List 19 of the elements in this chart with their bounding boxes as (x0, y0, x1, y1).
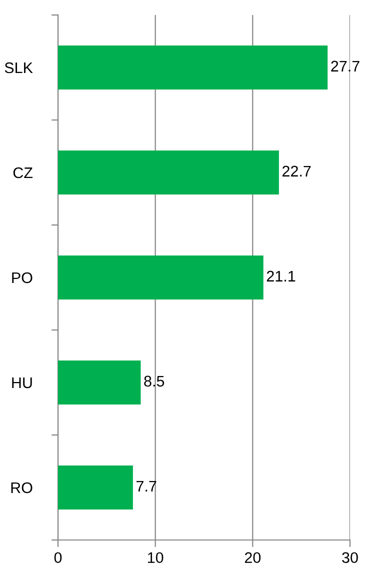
y-tick-label: HU (12, 378, 32, 388)
x-tick-label: 30 (342, 552, 358, 564)
x-tick-label: 0 (54, 552, 62, 564)
bar (58, 150, 279, 195)
x-tick-label: 10 (148, 552, 164, 564)
bar (58, 360, 141, 405)
bar (58, 255, 264, 300)
data-label: 7.7 (136, 480, 156, 492)
y-tick-label: CZ (13, 167, 33, 178)
data-label: 27.7 (331, 60, 360, 72)
bar (58, 45, 328, 90)
data-label: 22.7 (282, 166, 311, 176)
y-tick-label: SLK (4, 62, 33, 74)
data-label: 21.1 (266, 270, 296, 282)
x-tick-label: 20 (244, 552, 261, 564)
data-label: 8.5 (144, 376, 164, 387)
y-tick-label: RO (11, 482, 32, 494)
bar (58, 465, 133, 510)
y-tick-label: PO (12, 272, 32, 284)
